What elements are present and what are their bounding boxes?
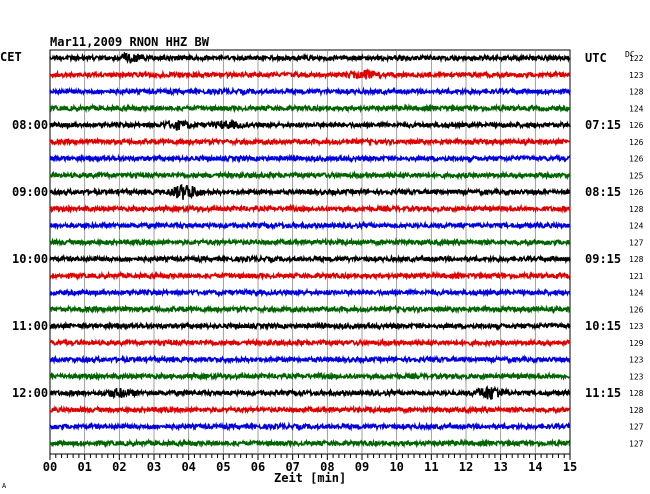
x-tick-label: 02	[112, 460, 126, 474]
left-timezone-label: CET	[0, 50, 22, 64]
dc-offset-value: 127	[629, 439, 644, 448]
x-tick-label: 03	[147, 460, 161, 474]
dc-offset-value: 123	[629, 372, 644, 381]
trace-line	[49, 51, 571, 65]
left-hour-label: 12:00	[12, 386, 48, 400]
trace-line	[49, 103, 571, 114]
x-tick-label: 05	[216, 460, 230, 474]
trace-line	[49, 118, 571, 131]
x-tick-label: 13	[493, 460, 507, 474]
x-tick-label: 09	[355, 460, 369, 474]
dc-offset-value: 128	[629, 88, 644, 97]
dc-offset-value: 129	[629, 339, 644, 348]
dc-offset-value: 127	[629, 238, 644, 247]
right-hour-label: 09:15	[585, 252, 621, 266]
dc-offset-value: 128	[629, 406, 644, 415]
x-tick-label: 08	[320, 460, 334, 474]
trace-line	[49, 370, 571, 382]
x-tick-label: 01	[77, 460, 91, 474]
chart-title: Mar11,2009 RNON HHZ BW	[50, 35, 210, 49]
trace-line	[49, 287, 571, 298]
trace-line	[49, 86, 571, 97]
trace-line	[49, 236, 571, 248]
dc-offset-value: 123	[629, 71, 644, 80]
left-hour-label: 08:00	[12, 118, 48, 132]
x-tick-label: 15	[563, 460, 577, 474]
trace-line	[49, 153, 571, 164]
trace-line	[49, 337, 571, 349]
dc-offset-value: 128	[629, 205, 644, 214]
trace-line	[49, 385, 571, 400]
trace-line	[49, 183, 571, 200]
trace-line	[49, 304, 571, 315]
dc-offset-value: 126	[629, 121, 644, 130]
corner-mark: A	[2, 482, 7, 490]
dc-offset-value: 123	[629, 322, 644, 331]
dc-offset-value: 123	[629, 356, 644, 365]
trace-line	[49, 421, 571, 432]
dc-column-header: DC	[625, 50, 635, 59]
dc-offset-value: 126	[629, 155, 644, 164]
x-tick-label: 07	[285, 460, 299, 474]
left-hour-label: 09:00	[12, 185, 48, 199]
trace-line	[49, 270, 571, 282]
dc-offset-value: 124	[629, 289, 644, 298]
dc-offset-value: 127	[629, 423, 644, 432]
trace-line	[49, 404, 571, 415]
dc-offset-value: 125	[629, 171, 644, 180]
trace-line	[49, 67, 571, 80]
x-axis: 00 01 02 03 04 05 06 07 08 09 10 11 12 13 14 15	[43, 454, 577, 474]
dc-offset-value: 126	[629, 305, 644, 314]
trace-line	[49, 320, 571, 332]
trace-line	[49, 170, 571, 181]
left-hour-label: 10:00	[12, 252, 48, 266]
trace-line	[49, 220, 571, 231]
x-tick-label: 06	[251, 460, 265, 474]
seismic-traces	[49, 51, 571, 449]
x-tick-label: 14	[528, 460, 542, 474]
dc-offset-value: 126	[629, 188, 644, 197]
x-axis-label: Zeit [min]	[274, 471, 346, 485]
dc-offset-value: 122	[629, 54, 644, 63]
x-tick-label: 00	[43, 460, 57, 474]
x-tick-label: 04	[181, 460, 195, 474]
dc-offset-value: 124	[629, 222, 644, 231]
right-hour-label: UTC	[585, 51, 607, 65]
trace-line	[49, 253, 571, 265]
right-hour-label: 11:15	[585, 386, 621, 400]
dc-offset-value: 124	[629, 104, 644, 113]
trace-line	[49, 354, 571, 365]
trace-line	[49, 203, 571, 214]
right-hour-label: 10:15	[585, 319, 621, 333]
right-hour-label: 08:15	[585, 185, 621, 199]
left-hour-labels: 08:00 09:00 10:00 11:00 12:00	[12, 118, 48, 400]
x-tick-label: 11	[424, 460, 438, 474]
right-hour-labels: UTC 07:15 08:15 09:15 10:15 11:15	[585, 51, 621, 400]
x-tick-label: 12	[459, 460, 473, 474]
trace-line	[49, 438, 571, 449]
dc-offset-value: 128	[629, 255, 644, 264]
minute-gridlines	[84, 50, 536, 454]
right-hour-label: 07:15	[585, 118, 621, 132]
dc-offset-value: 121	[629, 272, 644, 281]
dc-offset-value: 126	[629, 138, 644, 147]
dc-offset-labels: 122 123 128 124 126 126 126 125 126 128 124 127 128 1…	[629, 54, 644, 448]
left-hour-label: 11:00	[12, 319, 48, 333]
dc-offset-value: 128	[629, 389, 644, 398]
trace-line	[49, 136, 571, 147]
x-tick-label: 10	[389, 460, 403, 474]
